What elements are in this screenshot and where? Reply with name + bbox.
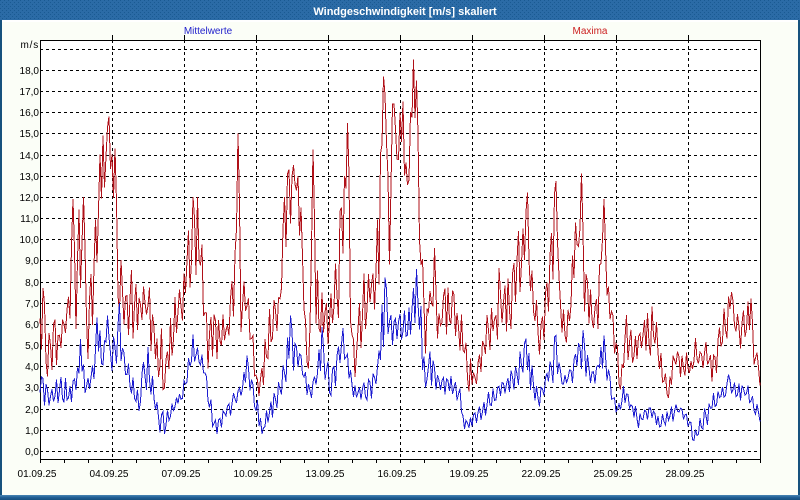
- svg-text:m/s: m/s: [20, 40, 39, 51]
- svg-text:7,0: 7,0: [25, 299, 39, 310]
- svg-text:8,0: 8,0: [25, 278, 39, 289]
- svg-text:22.09.25: 22.09.25: [522, 469, 561, 480]
- svg-text:01.09.25: 01.09.25: [18, 469, 57, 480]
- svg-text:9,0: 9,0: [25, 256, 39, 267]
- svg-text:4,0: 4,0: [25, 362, 39, 373]
- svg-text:12,0: 12,0: [20, 193, 40, 204]
- svg-text:0,0: 0,0: [25, 447, 39, 458]
- svg-text:14,0: 14,0: [20, 151, 40, 162]
- svg-text:15,0: 15,0: [20, 129, 40, 140]
- svg-text:13,0: 13,0: [20, 172, 40, 183]
- svg-text:11,0: 11,0: [20, 214, 39, 225]
- svg-text:5,0: 5,0: [25, 341, 39, 352]
- svg-text:17,0: 17,0: [20, 87, 40, 98]
- svg-text:10,0: 10,0: [20, 235, 40, 246]
- svg-text:3,0: 3,0: [25, 383, 39, 394]
- svg-text:25.09.25: 25.09.25: [594, 469, 633, 480]
- svg-text:Windgeschwindigkeit [m/s] skal: Windgeschwindigkeit [m/s] skaliert: [313, 6, 497, 18]
- svg-text:13.09.25: 13.09.25: [306, 469, 345, 480]
- svg-text:2,0: 2,0: [25, 405, 39, 416]
- svg-text:Mittelwerte: Mittelwerte: [184, 26, 233, 37]
- svg-text:07.09.25: 07.09.25: [162, 469, 201, 480]
- svg-text:18,0: 18,0: [20, 66, 40, 77]
- svg-text:19.09.25: 19.09.25: [450, 469, 489, 480]
- svg-text:04.09.25: 04.09.25: [90, 469, 129, 480]
- svg-text:16,0: 16,0: [20, 108, 40, 119]
- svg-text:28.09.25: 28.09.25: [666, 469, 705, 480]
- svg-text:1,0: 1,0: [25, 426, 39, 437]
- svg-text:Maxima: Maxima: [572, 26, 607, 37]
- svg-text:16.09.25: 16.09.25: [378, 469, 417, 480]
- svg-text:6,0: 6,0: [25, 320, 39, 331]
- svg-text:10.09.25: 10.09.25: [234, 469, 273, 480]
